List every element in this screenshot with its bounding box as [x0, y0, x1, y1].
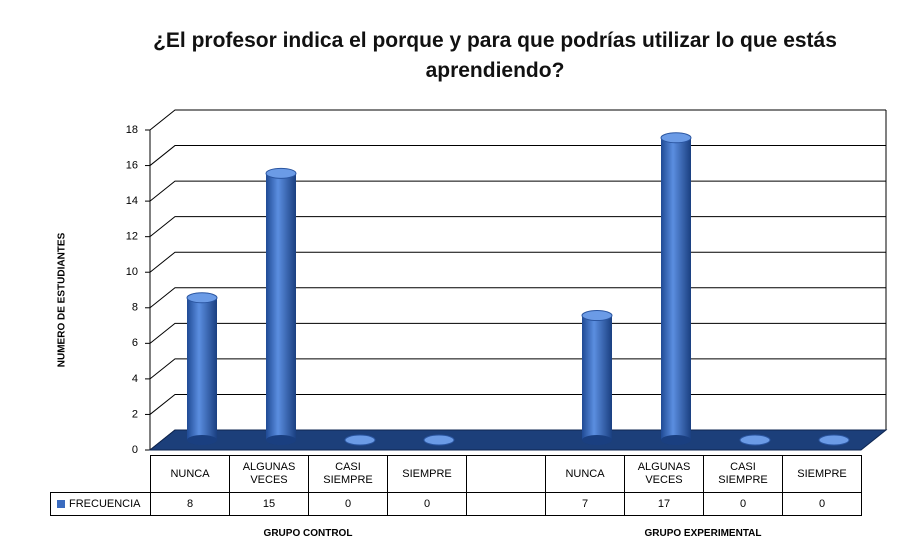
value-cell: 17 — [624, 492, 704, 516]
bar — [581, 310, 613, 445]
legend-swatch — [57, 500, 65, 508]
category-cell: SIEMPRE — [782, 455, 862, 493]
bar — [818, 434, 850, 446]
y-tick-label: 6 — [132, 337, 138, 349]
value-cell: 7 — [545, 492, 625, 516]
value-cell: 0 — [703, 492, 783, 516]
grid-line — [149, 109, 886, 131]
bar-top — [660, 132, 692, 144]
bar-top — [739, 434, 771, 446]
bar — [739, 434, 771, 446]
y-tick-label: 4 — [132, 373, 138, 385]
y-tick-label: 10 — [126, 266, 138, 278]
value-cell: 0 — [782, 492, 862, 516]
y-tick-label: 12 — [126, 231, 138, 243]
category-cell: CASI SIEMPRE — [703, 455, 783, 493]
bar — [660, 132, 692, 445]
bar-body — [661, 137, 691, 440]
bar-top — [265, 167, 297, 179]
category-cell: NUNCA — [545, 455, 625, 493]
grid-line — [149, 358, 886, 380]
legend-label: FRECUENCIA — [69, 497, 141, 510]
bar-top — [818, 434, 850, 446]
category-cell: SIEMPRE — [387, 455, 467, 493]
grid-line — [149, 322, 886, 344]
bar-body — [582, 315, 612, 440]
bar-body — [187, 297, 217, 440]
grid-line — [149, 216, 886, 238]
grid-line — [149, 180, 886, 202]
y-tick-label: 0 — [132, 444, 138, 456]
grid-line — [149, 287, 886, 309]
bar — [186, 292, 218, 445]
y-tick-label: 18 — [126, 124, 138, 136]
bar-top — [423, 434, 455, 446]
legend-cell: FRECUENCIA — [50, 492, 151, 516]
grid-line — [149, 393, 886, 415]
category-cell: ALGUNAS VECES — [624, 455, 704, 493]
back-wall — [175, 110, 886, 430]
bar-top — [344, 434, 376, 446]
y-axis-label: NUMERO DE ESTUDIANTES — [57, 232, 68, 367]
category-cell: ALGUNAS VECES — [229, 455, 309, 493]
bar-bottom — [661, 435, 691, 445]
value-cell: 15 — [229, 492, 309, 516]
group-label: GRUPO EXPERIMENTAL — [644, 528, 762, 539]
value-cell: 0 — [308, 492, 388, 516]
value-cell — [466, 492, 546, 516]
category-cell: CASI SIEMPRE — [308, 455, 388, 493]
bar-top — [186, 292, 218, 304]
category-cell: NUNCA — [150, 455, 230, 493]
bar — [344, 434, 376, 446]
bar-bottom — [266, 435, 296, 445]
y-tick-label: 8 — [132, 302, 138, 314]
chart-title: ¿El profesor indica el porque y para que… — [153, 29, 837, 82]
bar — [423, 434, 455, 446]
value-cell: 8 — [150, 492, 230, 516]
grid-line — [149, 251, 886, 273]
floor — [148, 429, 888, 451]
bar-body — [266, 173, 296, 441]
group-label: GRUPO CONTROL — [263, 528, 353, 539]
category-cell — [466, 455, 546, 493]
y-tick-label: 16 — [126, 159, 138, 171]
bar-bottom — [582, 435, 612, 445]
y-tick-label: 14 — [126, 195, 138, 207]
bar-bottom — [187, 435, 217, 445]
y-tick-label: 2 — [132, 408, 138, 420]
bar-top — [581, 310, 613, 322]
grid-line — [149, 145, 886, 166]
bar — [265, 167, 297, 445]
value-cell: 0 — [387, 492, 467, 516]
